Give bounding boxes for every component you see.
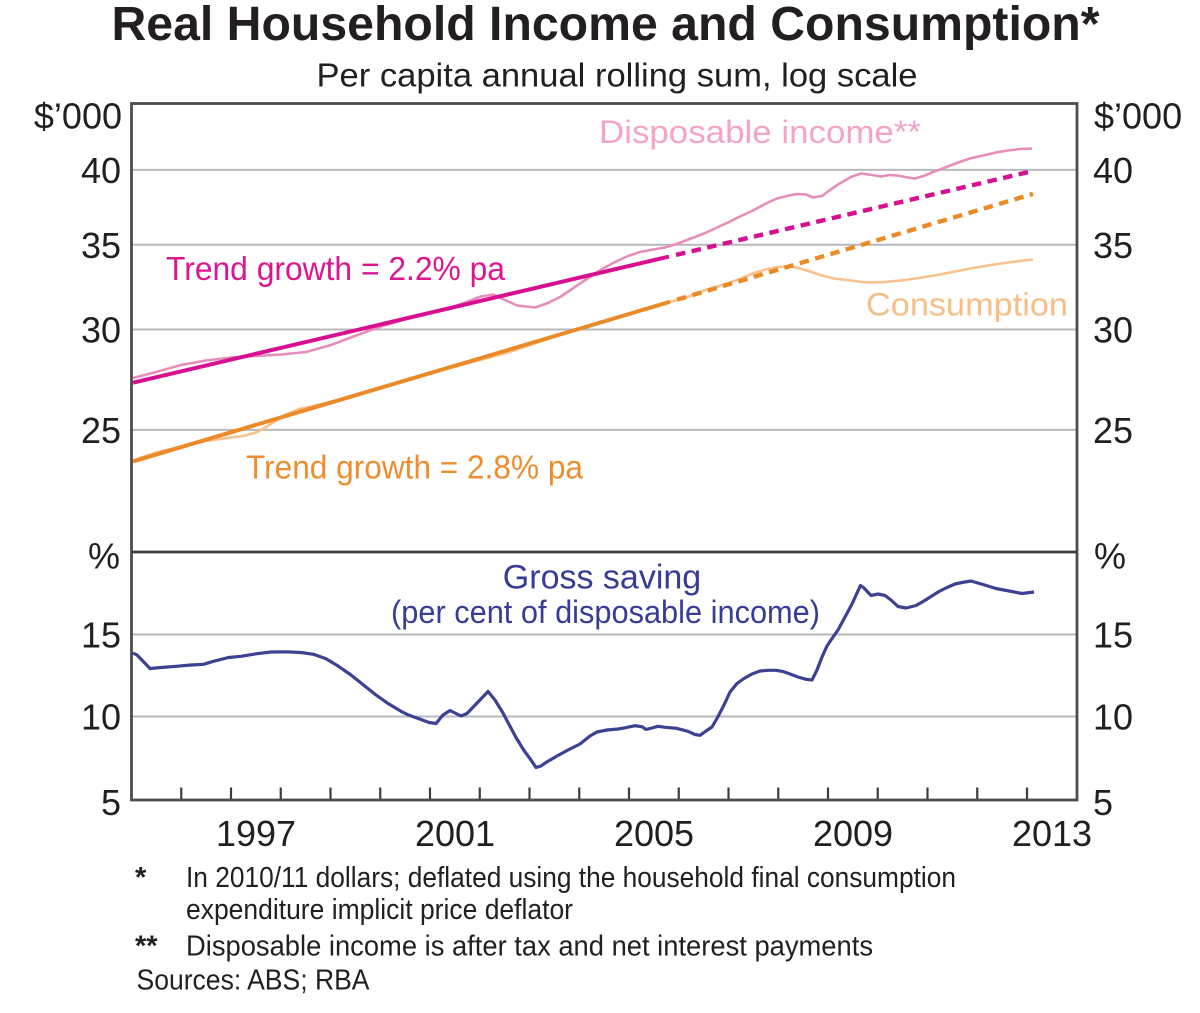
svg-text:2005: 2005 [614,813,694,854]
svg-text:2001: 2001 [415,813,495,854]
svg-text:5: 5 [1093,782,1113,823]
svg-text:40: 40 [1093,150,1133,191]
svg-text:Trend growth = 2.8% pa: Trend growth = 2.8% pa [246,449,584,486]
svg-text:(per cent of disposable income: (per cent of disposable income) [391,594,820,630]
svg-text:*: * [135,862,147,894]
svg-text:10: 10 [81,697,121,738]
svg-text:Per capita annual rolling sum,: Per capita annual rolling sum, log scale [317,57,918,94]
svg-text:30: 30 [81,310,121,351]
svg-text:40: 40 [81,150,121,191]
svg-text:$’000: $’000 [1094,96,1182,137]
svg-text:In 2010/11 dollars; deflated u: In 2010/11 dollars; deflated using the h… [186,862,956,894]
svg-text:Gross saving: Gross saving [503,559,701,597]
svg-text:Consumption: Consumption [866,287,1068,323]
svg-text:Trend growth = 2.2% pa: Trend growth = 2.2% pa [166,250,506,287]
svg-text:25: 25 [81,410,121,451]
svg-text:35: 35 [81,225,121,266]
svg-text:1997: 1997 [216,813,296,854]
svg-text:$’000: $’000 [34,96,122,137]
svg-text:15: 15 [81,615,121,656]
svg-text:10: 10 [1093,697,1133,738]
svg-text:Real Household Income and Cons: Real Household Income and Consumption* [112,0,1100,51]
svg-text:**: ** [135,931,158,963]
svg-text:expenditure implicit price def: expenditure implicit price deflator [186,894,573,926]
svg-text:15: 15 [1093,615,1133,656]
svg-text:Sources: ABS; RBA: Sources: ABS; RBA [137,965,371,997]
svg-text:30: 30 [1093,310,1133,351]
svg-text:2009: 2009 [813,813,893,854]
svg-text:25: 25 [1093,410,1133,451]
svg-text:%: % [1094,536,1126,577]
svg-text:%: % [88,536,120,577]
svg-text:5: 5 [101,782,121,823]
svg-text:Disposable income**: Disposable income** [599,114,921,150]
svg-text:35: 35 [1093,225,1133,266]
svg-text:2013: 2013 [1012,813,1092,854]
svg-text:Disposable income is after tax: Disposable income is after tax and net i… [186,931,873,963]
